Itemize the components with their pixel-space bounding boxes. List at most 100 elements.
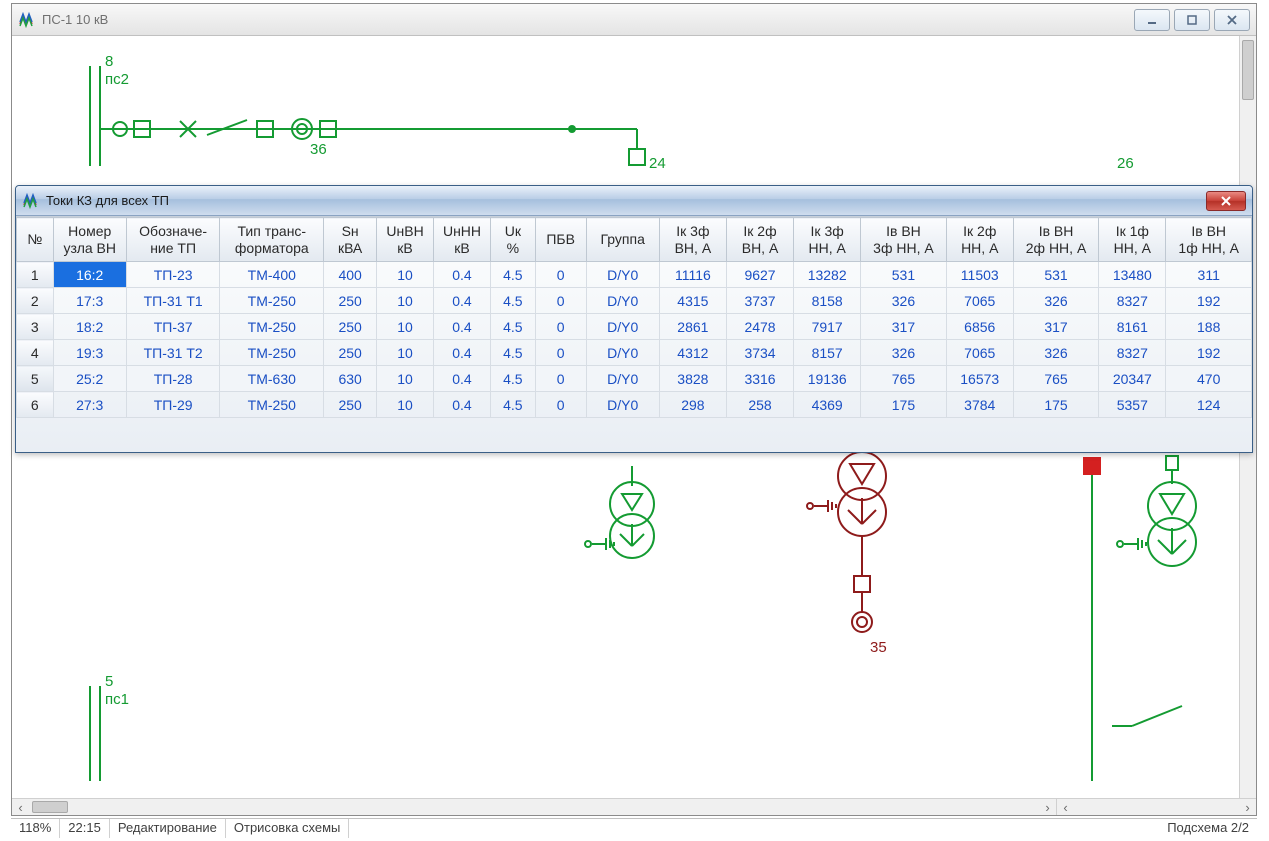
table-cell-ulv[interactable]: 0.4 [434,262,491,288]
table-cell-ib3[interactable]: 326 [861,340,946,366]
hscroll2-right-icon[interactable]: › [1239,799,1256,816]
table-cell-ib2[interactable]: 326 [1013,340,1098,366]
table-cell-ib1[interactable]: 470 [1166,366,1252,392]
table-cell-node[interactable]: 25:2 [53,366,126,392]
table-cell-i2lva[interactable]: 16573 [946,366,1013,392]
table-cell-type[interactable]: ТМ-250 [220,392,324,418]
table-cell-i3lva[interactable]: 8158 [794,288,861,314]
close-button[interactable] [1214,9,1250,31]
vertical-scrollbar-thumb[interactable] [1242,40,1254,100]
table-cell-ulv[interactable]: 0.4 [434,366,491,392]
table-cell-ib3[interactable]: 326 [861,288,946,314]
table-cell-node[interactable]: 17:3 [53,288,126,314]
table-cell-ib1[interactable]: 124 [1166,392,1252,418]
minimize-button[interactable] [1134,9,1170,31]
table-cell-type[interactable]: ТМ-630 [220,366,324,392]
table-header-pbv[interactable]: ПБВ [535,218,586,262]
table-cell-i1lva[interactable]: 13480 [1099,262,1166,288]
table-cell-i1lva[interactable]: 8161 [1099,314,1166,340]
table-cell-i3hva[interactable]: 2861 [659,314,726,340]
table-cell-i3hva[interactable]: 4315 [659,288,726,314]
table-cell-ib3[interactable]: 531 [861,262,946,288]
table-cell-grp[interactable]: D/Y0 [586,314,659,340]
table-cell-ib2[interactable]: 175 [1013,392,1098,418]
child-close-button[interactable] [1206,191,1246,211]
table-cell-ib3[interactable]: 765 [861,366,946,392]
table-header-sn[interactable]: SнкВА [324,218,377,262]
table-cell-sn[interactable]: 250 [324,288,377,314]
table-cell-i3hva[interactable]: 4312 [659,340,726,366]
horizontal-scrollbar-1[interactable]: ‹ › [12,799,1056,815]
table-cell-i3lva[interactable]: 13282 [794,262,861,288]
table-cell-num[interactable]: 4 [17,340,54,366]
table-cell-node[interactable]: 19:3 [53,340,126,366]
table-cell-ib2[interactable]: 317 [1013,314,1098,340]
table-cell-i3lva[interactable]: 4369 [794,392,861,418]
table-cell-i1lva[interactable]: 8327 [1099,288,1166,314]
table-cell-uk[interactable]: 4.5 [490,392,535,418]
child-titlebar[interactable]: Токи КЗ для всех ТП [16,186,1252,216]
table-cell-ib3[interactable]: 317 [861,314,946,340]
table-cell-type[interactable]: ТМ-250 [220,340,324,366]
table-cell-pbv[interactable]: 0 [535,314,586,340]
table-cell-i2hva[interactable]: 2478 [726,314,793,340]
table-cell-pbv[interactable]: 0 [535,366,586,392]
table-cell-i2lva[interactable]: 3784 [946,392,1013,418]
maximize-button[interactable] [1174,9,1210,31]
table-cell-i1lva[interactable]: 8327 [1099,340,1166,366]
table-cell-node[interactable]: 27:3 [53,392,126,418]
table-cell-type[interactable]: ТМ-400 [220,262,324,288]
table-cell-uhv[interactable]: 10 [377,340,434,366]
table-cell-i2lva[interactable]: 7065 [946,288,1013,314]
table-cell-name[interactable]: ТП-28 [126,366,220,392]
table-cell-sn[interactable]: 250 [324,340,377,366]
table-cell-grp[interactable]: D/Y0 [586,288,659,314]
table-cell-i1lva[interactable]: 20347 [1099,366,1166,392]
table-cell-i2hva[interactable]: 9627 [726,262,793,288]
table-cell-num[interactable]: 5 [17,366,54,392]
table-header-i1lva[interactable]: Iк 1фНН, А [1099,218,1166,262]
table-header-uhv[interactable]: UнВНкВ [377,218,434,262]
table-cell-i2hva[interactable]: 3734 [726,340,793,366]
table-header-i2hva[interactable]: Iк 2фВН, А [726,218,793,262]
table-cell-i1lva[interactable]: 5357 [1099,392,1166,418]
table-cell-ib1[interactable]: 188 [1166,314,1252,340]
table-cell-uk[interactable]: 4.5 [490,314,535,340]
table-cell-i2lva[interactable]: 7065 [946,340,1013,366]
table-cell-uhv[interactable]: 10 [377,366,434,392]
table-row[interactable]: 318:2ТП-37ТМ-250250100.44.50D/Y028612478… [17,314,1252,340]
table-cell-ib2[interactable]: 531 [1013,262,1098,288]
table-cell-ulv[interactable]: 0.4 [434,392,491,418]
table-header-num[interactable]: № [17,218,54,262]
table-cell-num[interactable]: 3 [17,314,54,340]
table-row[interactable]: 116:2ТП-23ТМ-400400100.44.50D/Y011116962… [17,262,1252,288]
table-cell-sn[interactable]: 250 [324,392,377,418]
table-cell-ulv[interactable]: 0.4 [434,314,491,340]
table-cell-name[interactable]: ТП-31 Т1 [126,288,220,314]
horizontal-scrollbar-2[interactable]: ‹ › [1056,799,1256,815]
table-cell-num[interactable]: 6 [17,392,54,418]
table-cell-pbv[interactable]: 0 [535,262,586,288]
table-header-node[interactable]: Номер узла ВН [53,218,126,262]
table-header-i3hva[interactable]: Iк 3фВН, А [659,218,726,262]
table-header-ib2[interactable]: Iв ВН2ф НН, А [1013,218,1098,262]
table-cell-ib3[interactable]: 175 [861,392,946,418]
table-cell-grp[interactable]: D/Y0 [586,262,659,288]
table-cell-pbv[interactable]: 0 [535,340,586,366]
table-cell-i2hva[interactable]: 258 [726,392,793,418]
table-cell-ulv[interactable]: 0.4 [434,288,491,314]
table-cell-ulv[interactable]: 0.4 [434,340,491,366]
table-row[interactable]: 525:2ТП-28ТМ-630630100.44.50D/Y038283316… [17,366,1252,392]
table-header-i3lva[interactable]: Iк 3фНН, А [794,218,861,262]
table-header-type[interactable]: Тип транс-форматора [220,218,324,262]
table-cell-i2hva[interactable]: 3737 [726,288,793,314]
hscroll1-thumb[interactable] [32,801,68,813]
table-cell-uhv[interactable]: 10 [377,392,434,418]
table-cell-ib1[interactable]: 311 [1166,262,1252,288]
table-cell-i2lva[interactable]: 11503 [946,262,1013,288]
table-cell-i2lva[interactable]: 6856 [946,314,1013,340]
table-cell-num[interactable]: 1 [17,262,54,288]
table-cell-i3hva[interactable]: 298 [659,392,726,418]
main-titlebar[interactable]: ПС-1 10 кВ [12,4,1256,36]
table-cell-num[interactable]: 2 [17,288,54,314]
